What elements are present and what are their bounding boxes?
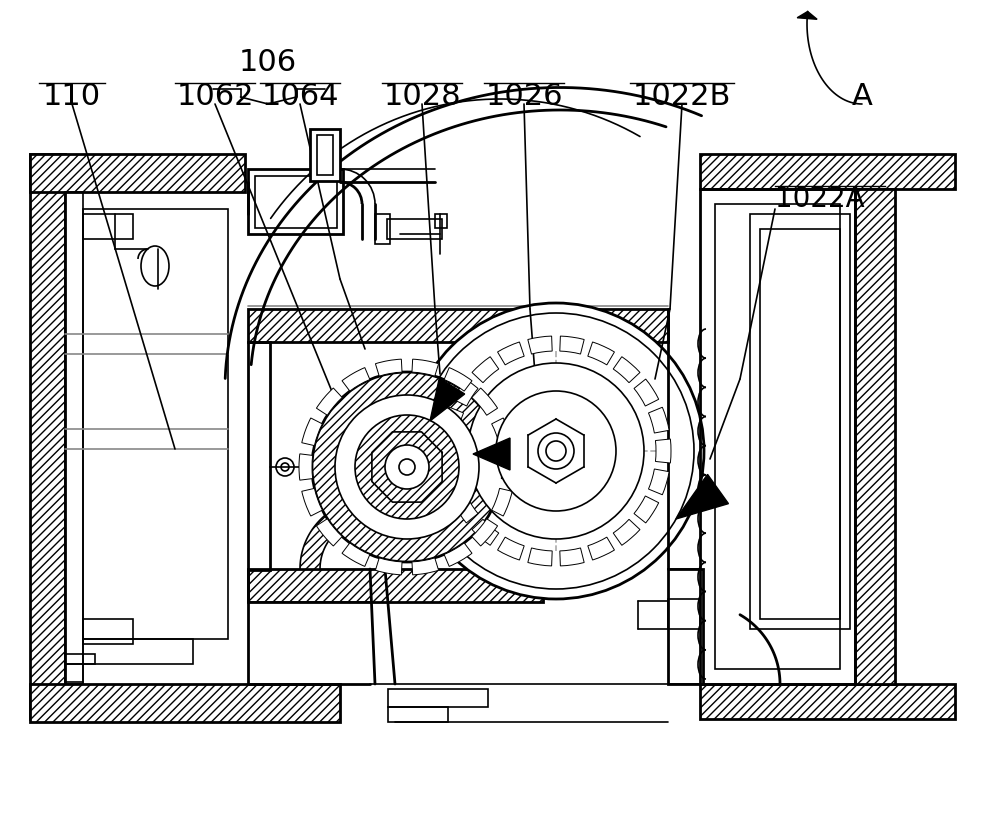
Wedge shape <box>588 538 614 560</box>
Wedge shape <box>443 408 464 434</box>
Bar <box>760 230 840 619</box>
Bar <box>387 220 442 240</box>
Bar <box>83 640 193 665</box>
Wedge shape <box>472 389 498 415</box>
Wedge shape <box>648 408 669 434</box>
Wedge shape <box>302 489 322 517</box>
Text: 1028: 1028 <box>383 82 461 111</box>
Bar <box>248 569 543 602</box>
Bar <box>248 170 343 235</box>
Wedge shape <box>498 343 524 365</box>
Wedge shape <box>375 359 402 377</box>
Bar <box>83 619 133 645</box>
Wedge shape <box>634 380 659 406</box>
Wedge shape <box>299 454 313 481</box>
Circle shape <box>418 314 694 589</box>
Bar <box>700 190 855 684</box>
Wedge shape <box>492 419 512 446</box>
Bar <box>317 135 333 176</box>
Bar <box>668 599 700 630</box>
Polygon shape <box>300 499 370 569</box>
Bar <box>30 684 340 722</box>
Wedge shape <box>375 558 402 575</box>
Bar <box>30 155 65 719</box>
Wedge shape <box>342 368 370 391</box>
Circle shape <box>538 434 574 470</box>
Circle shape <box>385 446 429 489</box>
Text: A: A <box>852 82 872 111</box>
Wedge shape <box>613 520 640 546</box>
Bar <box>65 193 83 682</box>
Circle shape <box>468 364 644 539</box>
Bar <box>715 205 840 669</box>
Bar <box>30 155 245 193</box>
Text: 1062: 1062 <box>176 82 254 111</box>
Circle shape <box>335 395 479 539</box>
Bar <box>855 190 895 684</box>
Wedge shape <box>528 337 552 354</box>
Wedge shape <box>443 470 464 495</box>
Wedge shape <box>342 543 370 567</box>
Circle shape <box>355 415 459 519</box>
Polygon shape <box>676 475 728 519</box>
Wedge shape <box>560 548 584 566</box>
Wedge shape <box>528 548 552 566</box>
Wedge shape <box>634 497 659 523</box>
Wedge shape <box>316 389 342 415</box>
Wedge shape <box>560 337 584 354</box>
Bar <box>310 130 340 181</box>
Wedge shape <box>472 357 499 383</box>
Wedge shape <box>444 368 472 391</box>
Bar <box>83 215 133 240</box>
Text: 110: 110 <box>43 82 101 111</box>
Bar <box>65 665 83 684</box>
Wedge shape <box>501 454 515 481</box>
Wedge shape <box>444 543 472 567</box>
Wedge shape <box>655 440 671 463</box>
Bar <box>388 707 448 722</box>
Circle shape <box>312 373 502 563</box>
Bar <box>700 155 955 190</box>
Wedge shape <box>453 380 478 406</box>
Wedge shape <box>412 359 439 377</box>
Text: 1064: 1064 <box>261 82 339 111</box>
Bar <box>388 689 488 707</box>
Text: 1026: 1026 <box>485 82 563 111</box>
Wedge shape <box>492 489 512 517</box>
Wedge shape <box>316 519 342 547</box>
Bar <box>248 309 668 343</box>
Text: 106: 106 <box>239 48 297 77</box>
Bar <box>668 569 703 684</box>
Wedge shape <box>648 470 669 495</box>
Wedge shape <box>302 419 322 446</box>
Polygon shape <box>473 438 510 471</box>
Text: 1022A: 1022A <box>775 185 865 212</box>
Circle shape <box>399 460 415 476</box>
Wedge shape <box>472 520 499 546</box>
Wedge shape <box>412 558 439 575</box>
Bar <box>700 684 955 719</box>
Wedge shape <box>613 357 640 383</box>
Circle shape <box>408 303 704 599</box>
Wedge shape <box>588 343 614 365</box>
Bar <box>248 343 270 570</box>
Bar <box>83 210 228 640</box>
Circle shape <box>496 391 616 512</box>
Bar <box>375 215 390 245</box>
Bar <box>255 176 337 229</box>
Wedge shape <box>498 538 524 560</box>
Bar <box>65 655 95 665</box>
Wedge shape <box>472 519 498 547</box>
Polygon shape <box>430 379 465 421</box>
Text: 1022B: 1022B <box>633 82 731 111</box>
Wedge shape <box>441 440 457 463</box>
Bar <box>435 215 447 229</box>
Bar <box>750 215 850 630</box>
Polygon shape <box>797 13 817 20</box>
Circle shape <box>546 441 566 461</box>
Wedge shape <box>453 497 478 523</box>
